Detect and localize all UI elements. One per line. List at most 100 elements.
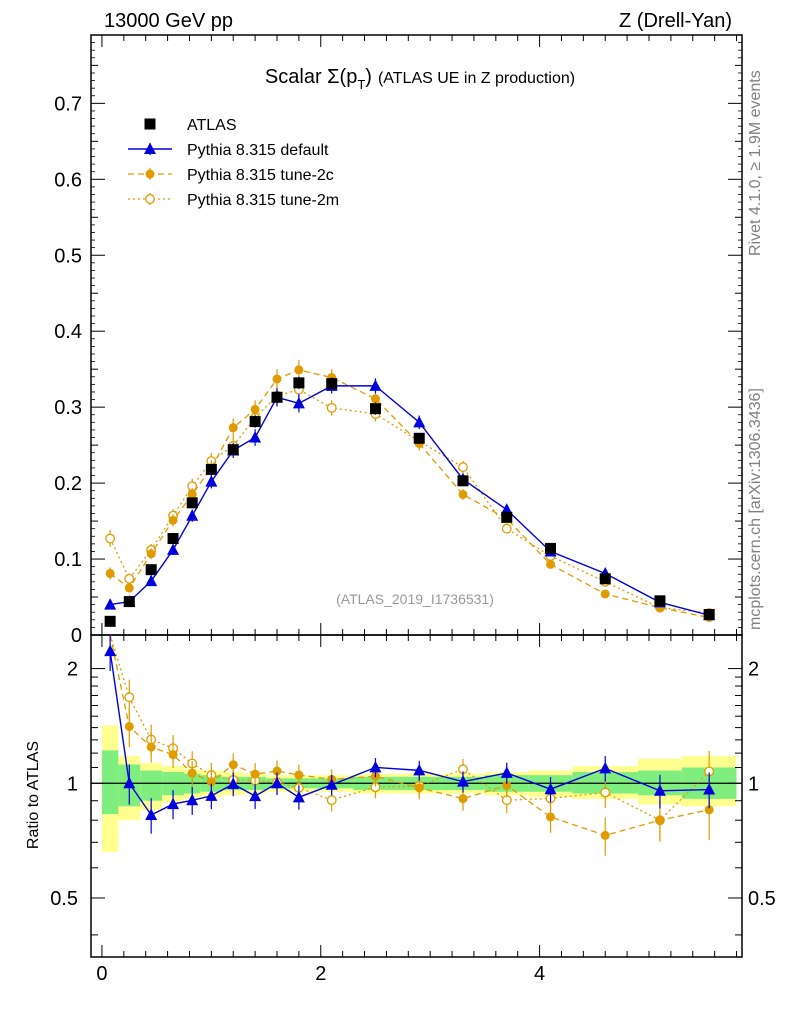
ratio-band-green	[101, 750, 119, 815]
pythia-tune-2m-point	[326, 402, 337, 413]
pythia-tune-2c-ratio-point	[146, 742, 156, 752]
pythia-default-point	[205, 475, 218, 487]
chart-title: Scalar Σ(pT) (ATLAS UE in Z production)	[265, 66, 575, 92]
legend-entry-pythia-tune-2m: Pythia 8.315 tune-2m	[128, 192, 339, 209]
atlas-point	[123, 596, 135, 608]
pythia-tune-2c-ratio-point	[600, 830, 610, 840]
title-rest: (ATLAS UE in Z production)	[378, 70, 575, 87]
pythia-tune-2c-ratio-point	[168, 750, 178, 760]
atlas-series	[104, 376, 715, 627]
atlas-point	[457, 475, 469, 487]
pythia-default-ratio-point	[145, 808, 158, 820]
legend-marker	[144, 142, 156, 154]
atlas-point	[599, 573, 611, 585]
pythia-default-ratio-point	[544, 782, 557, 795]
pythia-default-point	[145, 574, 158, 587]
legend-entry-pythia-default: Pythia 8.315 default	[128, 142, 329, 159]
y-tick-label: 0.5	[54, 245, 82, 267]
pythia-default-ratio-point	[653, 784, 666, 796]
atlas-point	[271, 391, 283, 403]
pythia-tune-2m-point	[105, 533, 116, 544]
ratio-plot-frame	[90, 634, 743, 958]
pythia-default-point	[249, 431, 262, 443]
atlas-point	[545, 542, 557, 554]
pythia-default-ratio-point	[186, 793, 199, 806]
pythia-default-ratio-point	[500, 766, 513, 778]
pythia-tune-2c-ratio-point	[502, 780, 512, 790]
side-rivet-label: Rivet 4.1.0, ≥ 1.9M events	[747, 70, 764, 256]
pythia-tune-2c-ratio-point	[272, 766, 282, 776]
header-energy: 13000 GeV pp	[104, 10, 233, 32]
title-close: )	[365, 66, 372, 88]
pythia-default-ratio-point	[599, 761, 612, 774]
ratio-axis-label: Ratio to ATLAS	[25, 741, 42, 849]
ratio-tick-label-left: 2	[67, 659, 78, 681]
atlas-point	[104, 615, 116, 627]
pythia-tune-2m-ratio-point	[326, 795, 337, 806]
pythia-tune-2c-ratio-point	[704, 805, 714, 815]
pythia-default-ratio-point	[104, 644, 117, 657]
pythia-tune-2m-ratio-point	[124, 692, 135, 703]
atlas-point	[369, 403, 381, 415]
pythia-default-ratio-point	[413, 763, 426, 776]
pythia-tune-2c-point	[600, 589, 610, 599]
data-series	[104, 360, 716, 856]
atlas-point	[293, 377, 305, 389]
x-tick-label: 0	[96, 963, 107, 985]
y-tick-label: 0.2	[54, 473, 82, 495]
pythia-tune-2c-ratio-point	[206, 777, 216, 787]
x-tick-label: 4	[534, 963, 545, 985]
y-tick-label: 0	[71, 625, 82, 647]
atlas-point	[186, 497, 198, 509]
atlas-point	[326, 378, 338, 390]
pythia-default-point	[167, 543, 180, 555]
pythia-tune-2c-point	[146, 549, 156, 559]
atlas-point	[205, 463, 217, 475]
pythia-default-ratio-point	[457, 775, 469, 787]
pythia-default-ratio-point	[123, 776, 136, 789]
pythia-tune-2m-point	[458, 462, 468, 473]
atlas-point	[167, 533, 179, 545]
pythia-default-ratio-point	[369, 760, 382, 773]
legend-label: Pythia 8.315 default	[187, 142, 329, 159]
pythia-tune-2c-ratio-line	[109, 634, 710, 837]
pythia-tune-2c-ratio-point	[546, 812, 556, 822]
pythia-tune-2c-ratio-point	[458, 794, 468, 804]
atlas-point	[654, 595, 666, 607]
pythia-default-point	[292, 396, 305, 409]
axes: 0 2 4 0 0.1 0.2 0.3 0.4 0.5 0.6 0.7 0.5 0.5 1 1 2 2	[50, 34, 776, 985]
y-tick-label: 0.1	[54, 549, 82, 571]
title-main: Scalar Σ(p	[265, 66, 357, 88]
pythia-default-point	[104, 598, 117, 610]
pythia-tune-2c-point	[294, 365, 304, 375]
y-tick-label: 0.3	[54, 397, 82, 419]
pythia-tune-2m-point	[124, 573, 135, 584]
legend-entry-atlas: ATLAS	[144, 117, 237, 134]
pythia-tune-2c-point	[168, 515, 178, 525]
pythia-default-point	[369, 379, 382, 391]
pythia-tune-2c-point	[250, 404, 260, 414]
pythia-default-point	[186, 509, 199, 521]
pythia-tune-2c-point	[187, 489, 197, 499]
y-tick-label: 0.4	[54, 321, 82, 343]
ratio-band-green	[140, 770, 163, 801]
pythia-default-ratio-point	[167, 797, 180, 810]
pythia-tune-2c-point	[272, 374, 282, 384]
pythia-tune-2c-point	[228, 423, 238, 433]
atlas-point	[249, 416, 261, 428]
pythia-default-ratio-point	[292, 790, 305, 803]
legend-label: Pythia 8.315 tune-2m	[187, 192, 339, 209]
pythia-tune-2c-point	[124, 583, 134, 593]
y-tick-label: 0.7	[54, 93, 82, 115]
title-subscript: T	[357, 77, 365, 92]
pythia-default-ratio-point	[227, 777, 240, 789]
pythia-default-point	[413, 415, 426, 428]
pythia-tune-2m-ratio-point	[600, 787, 611, 798]
ratio-tick-label-left: 0.5	[50, 888, 78, 910]
legend-marker	[144, 118, 156, 130]
ratio-tick-label-right: 2	[748, 659, 759, 681]
legend-label: Pythia 8.315 tune-2c	[187, 167, 334, 184]
pythia-default-line	[110, 385, 710, 616]
atlas-point	[145, 564, 157, 576]
